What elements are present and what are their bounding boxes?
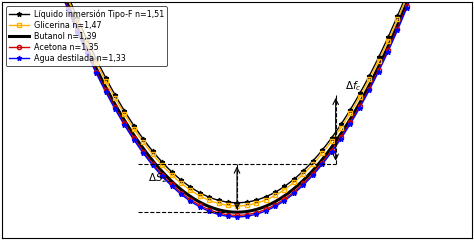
Glicerina n=1,47 [314,158,319,161]
Butanol n=1,39 [277,198,283,200]
Butanol n=1,39 [82,44,88,47]
Butanol n=1,39 [212,207,218,210]
Line: Acetona n=1,35: Acetona n=1,35 [2,0,472,215]
Líquido inmersión Tipo-F n=1,51 [277,188,283,191]
Acetona n=1,35 [277,201,283,204]
Glicerina n=1,47 [212,201,218,204]
Agua destilada n=1,33 [277,202,283,205]
Acetona n=1,35 [82,47,88,50]
Glicerina n=1,47 [277,191,283,194]
Legend: Líquido inmersión Tipo-F n=1,51, Glicerina n=1,47, Butanol n=1,39, Acetona n=1,3: Líquido inmersión Tipo-F n=1,51, Gliceri… [6,6,167,66]
Agua destilada n=1,33 [354,112,359,114]
Acetona n=1,35 [314,168,319,171]
Butanol n=1,39 [354,107,359,110]
Glicerina n=1,47 [120,110,126,113]
Acetona n=1,35 [212,210,218,213]
Líquido inmersión Tipo-F n=1,51 [82,34,88,37]
Text: $\Delta f_c$: $\Delta f_c$ [345,79,362,93]
Líquido inmersión Tipo-F n=1,51 [120,107,126,110]
Line: Glicerina n=1,47: Glicerina n=1,47 [2,0,472,206]
Agua destilada n=1,33 [82,48,88,51]
Agua destilada n=1,33 [120,121,126,124]
Agua destilada n=1,33 [314,169,319,172]
Acetona n=1,35 [120,120,126,122]
Líquido inmersión Tipo-F n=1,51 [212,198,218,201]
Line: Butanol n=1,39: Butanol n=1,39 [2,0,472,212]
Text: $\Delta S_{21}$: $\Delta S_{21}$ [148,171,172,185]
Líquido inmersión Tipo-F n=1,51 [234,201,239,204]
Glicerina n=1,47 [234,204,239,207]
Line: Líquido inmersión Tipo-F n=1,51: Líquido inmersión Tipo-F n=1,51 [2,0,472,203]
Acetona n=1,35 [354,110,359,113]
Acetona n=1,35 [234,214,239,217]
Líquido inmersión Tipo-F n=1,51 [354,97,359,100]
Butanol n=1,39 [234,211,239,214]
Glicerina n=1,47 [354,101,359,104]
Líquido inmersión Tipo-F n=1,51 [314,155,319,158]
Butanol n=1,39 [120,116,126,119]
Glicerina n=1,47 [82,37,88,40]
Agua destilada n=1,33 [234,216,239,218]
Butanol n=1,39 [314,165,319,168]
Agua destilada n=1,33 [212,212,218,215]
Line: Agua destilada n=1,33: Agua destilada n=1,33 [2,0,472,217]
